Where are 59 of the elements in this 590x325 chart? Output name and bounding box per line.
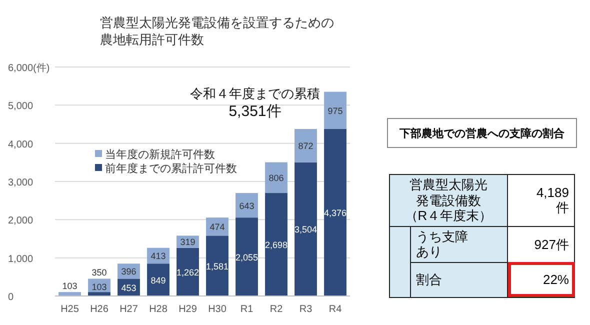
data-label: 4,376 bbox=[324, 208, 347, 218]
text: 下部農地での営農への支障の割合 bbox=[387, 118, 577, 148]
bar bbox=[176, 248, 199, 296]
y-tick-label: 3,000 bbox=[8, 178, 34, 188]
legend-label: 前年度までの累計許可件数 bbox=[105, 162, 237, 175]
x-tick-label: H25 bbox=[60, 304, 80, 315]
data-label: 103 bbox=[62, 281, 78, 292]
x-tick-label: R3 bbox=[299, 304, 313, 315]
x-tick-label: H26 bbox=[90, 304, 109, 315]
bar bbox=[324, 92, 346, 129]
annotation: 5,351件 bbox=[228, 103, 282, 120]
text: 営農型太陽光発電設備数（R４年度末） bbox=[404, 177, 494, 224]
text: 4,189件 bbox=[535, 184, 569, 216]
y-tick-label: 0 bbox=[8, 292, 14, 303]
text: 22% bbox=[508, 262, 574, 298]
bar bbox=[265, 193, 288, 296]
legend-label: 当年度の新規許可件数 bbox=[105, 148, 215, 161]
data-label: 474 bbox=[210, 222, 225, 232]
data-label: 2,055 bbox=[235, 252, 258, 262]
annotation: 令和４年度までの累積 bbox=[190, 86, 320, 101]
y-tick-label: 5,000 bbox=[8, 101, 34, 112]
bar bbox=[294, 128, 317, 162]
x-tick-label: R1 bbox=[240, 304, 254, 315]
y-tick-label: 1,000 bbox=[8, 254, 34, 265]
y-tick-label: 4,000 bbox=[8, 139, 34, 150]
x-tick-label: H28 bbox=[149, 304, 168, 315]
data-label: 1,581 bbox=[206, 261, 229, 272]
data-label: 413 bbox=[150, 251, 166, 262]
x-tick-label: H29 bbox=[178, 304, 198, 315]
data-label: 872 bbox=[298, 141, 314, 152]
data-label: 849 bbox=[150, 275, 166, 286]
data-label: 2,698 bbox=[264, 240, 288, 250]
data-label: 103 bbox=[92, 282, 107, 292]
bar bbox=[324, 128, 346, 296]
text: 割合 bbox=[410, 262, 508, 298]
bar bbox=[236, 218, 258, 296]
bar bbox=[294, 162, 317, 296]
x-tick-label: R4 bbox=[328, 304, 342, 315]
data-label: 806 bbox=[268, 173, 284, 184]
y-tick-label: 6,000(件) bbox=[8, 63, 50, 74]
chart-title: 営農型太陽光発電設備を設置するための農地転用許可件数 bbox=[100, 14, 335, 48]
data-label: 453 bbox=[121, 282, 136, 293]
data-label: 1,262 bbox=[176, 267, 200, 278]
text: 927件 bbox=[508, 226, 574, 262]
data-label: 3,504 bbox=[294, 224, 318, 235]
bar bbox=[147, 264, 170, 296]
data-label: 643 bbox=[239, 200, 254, 211]
data-label: 319 bbox=[180, 237, 196, 248]
x-tick-label: H27 bbox=[120, 304, 138, 315]
bar bbox=[236, 193, 258, 218]
bar bbox=[265, 162, 288, 194]
bar bbox=[206, 236, 228, 296]
x-tick-label: R2 bbox=[270, 304, 284, 315]
y-tick-label: 2,000 bbox=[8, 216, 34, 227]
data-label: 350 bbox=[92, 268, 107, 278]
data-label: 975 bbox=[328, 106, 343, 116]
data-label: 396 bbox=[121, 266, 136, 277]
x-tick-label: H30 bbox=[208, 304, 227, 315]
text: うち支障あり bbox=[416, 228, 469, 260]
